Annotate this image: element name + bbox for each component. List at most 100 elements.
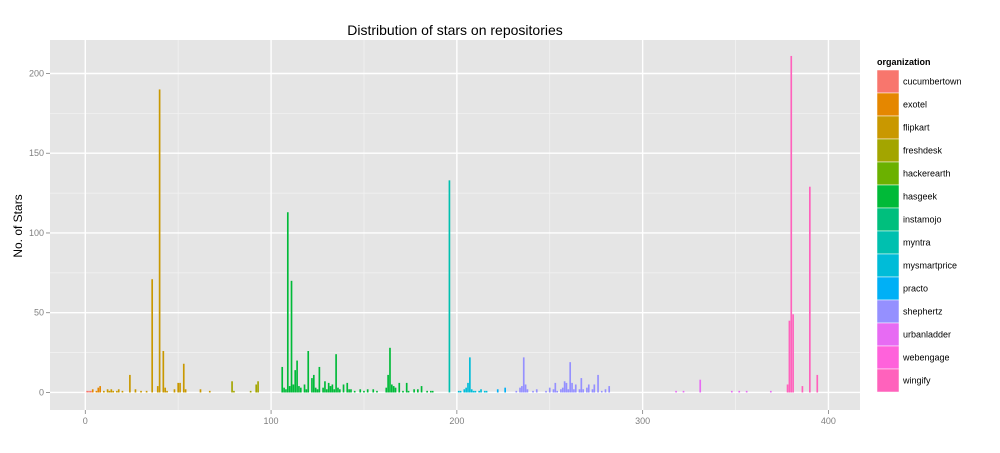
bar-flipkart <box>145 390 148 393</box>
legend-key <box>876 92 900 117</box>
bar-urbanladder <box>769 390 772 393</box>
bar-hasgeek <box>312 374 315 393</box>
legend-label: wingify <box>902 376 931 386</box>
bar-hasgeek <box>316 389 319 393</box>
bar-shephertz <box>604 389 607 393</box>
bar-hasgeek <box>285 389 287 393</box>
bar-hasgeek <box>413 389 415 393</box>
bar-shephertz <box>556 390 559 393</box>
legend-label: shephertz <box>903 307 943 317</box>
legend-key <box>876 230 900 255</box>
y-tick-label: 0 <box>39 387 44 397</box>
minor-gridlines <box>50 40 860 410</box>
legend-key <box>876 253 900 278</box>
bar-shephertz <box>535 389 538 393</box>
x-tick-label: 400 <box>821 416 836 426</box>
bar-flipkart <box>182 363 185 393</box>
bar-shephertz <box>608 386 611 393</box>
bar-hasgeek <box>333 389 336 393</box>
bar-flipkart <box>129 374 131 393</box>
bar-hasgeek <box>394 387 397 393</box>
bar-flipkart <box>184 389 187 393</box>
bar-wingify <box>816 374 819 393</box>
bar-shephertz <box>524 384 527 393</box>
bar-exotel <box>99 386 101 393</box>
legend-label: hasgeek <box>903 192 938 202</box>
chart-title: Distribution of stars on repositories <box>347 22 563 38</box>
y-tick-label: 200 <box>29 68 44 78</box>
legend-key <box>876 161 900 186</box>
bar-hasgeek <box>288 386 291 393</box>
bar-urbanladder <box>675 390 677 393</box>
bar-mysmartprice <box>457 390 460 393</box>
bar-flipkart <box>110 389 113 393</box>
legend-label: hackerearth <box>903 169 951 179</box>
bar-urbanladder <box>699 379 702 393</box>
bar-hasgeek <box>385 387 388 393</box>
bar-hasgeek <box>314 387 317 393</box>
bar-freshdesk <box>249 390 252 393</box>
bar-flipkart <box>208 390 211 393</box>
bar-mysmartprice <box>469 357 471 393</box>
bar-hasgeek <box>417 389 419 393</box>
bar-mysmartprice <box>474 390 477 393</box>
bar-hasgeek <box>335 354 337 393</box>
legend-key <box>876 207 900 232</box>
bar-mysmartprice <box>483 390 486 393</box>
y-axis: 0 50 100 150 200 <box>29 68 50 397</box>
bar-urbanladder <box>730 390 733 393</box>
x-tick-label: 300 <box>635 416 650 426</box>
bar-hasgeek <box>363 390 365 393</box>
bar-flipkart <box>117 389 120 393</box>
bar-shephertz <box>560 389 562 393</box>
bar-mysmartprice <box>470 389 473 393</box>
x-tick-label: 100 <box>264 416 279 426</box>
plot-background <box>50 40 860 410</box>
bar-shephertz <box>586 387 588 393</box>
legend-label: webengage <box>902 353 950 363</box>
bar-shephertz <box>554 382 557 393</box>
bar-shephertz <box>561 387 564 393</box>
bar-mysmartprice <box>485 390 488 393</box>
y-axis-title: No. of Stars <box>11 194 25 257</box>
bar-hasgeek <box>327 382 330 393</box>
legend-label: practo <box>903 284 928 294</box>
bar-wingify <box>809 186 811 393</box>
legend-label: flipkart <box>903 123 930 133</box>
bar-hasgeek <box>331 384 334 393</box>
bar-hasgeek <box>431 390 434 393</box>
bar-flipkart <box>179 382 181 393</box>
bar-freshdesk <box>255 384 258 393</box>
bar-hasgeek <box>359 389 362 393</box>
bar-shephertz <box>580 378 583 393</box>
bar-shephertz <box>545 390 547 393</box>
bar-flipkart <box>151 279 154 393</box>
bar-hasgeek <box>372 389 375 393</box>
bar-shephertz <box>597 374 599 393</box>
bar-hasgeek <box>337 387 339 393</box>
bar-mysmartprice <box>480 389 482 393</box>
bar-hasgeek <box>318 366 321 393</box>
legend-label: myntra <box>903 238 931 248</box>
bar-hasgeek <box>294 370 297 393</box>
bar-shephertz <box>571 382 573 393</box>
legend-key <box>876 184 900 209</box>
bar-shephertz <box>582 389 585 393</box>
bar-shephertz <box>563 381 566 393</box>
bar-shephertz <box>573 389 575 393</box>
bar-freshdesk <box>231 381 233 393</box>
legend-key <box>876 276 900 301</box>
bar-wingify <box>801 386 804 393</box>
bar-exotel <box>91 389 94 393</box>
bar-flipkart <box>156 386 159 393</box>
bar-hasgeek <box>292 384 295 393</box>
bar-shephertz <box>532 390 534 393</box>
bar-hasgeek <box>407 390 410 393</box>
bars <box>86 55 819 393</box>
bar-flipkart <box>140 390 142 393</box>
legend-title: organization <box>877 57 931 67</box>
bar-wingify <box>788 320 791 393</box>
bar-hasgeek <box>376 390 378 393</box>
bar-flipkart <box>199 389 202 393</box>
bar-hasgeek <box>296 360 298 393</box>
